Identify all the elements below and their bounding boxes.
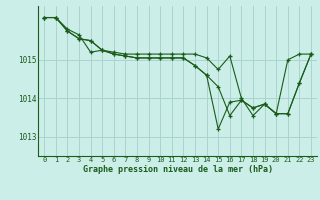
X-axis label: Graphe pression niveau de la mer (hPa): Graphe pression niveau de la mer (hPa)	[83, 165, 273, 174]
